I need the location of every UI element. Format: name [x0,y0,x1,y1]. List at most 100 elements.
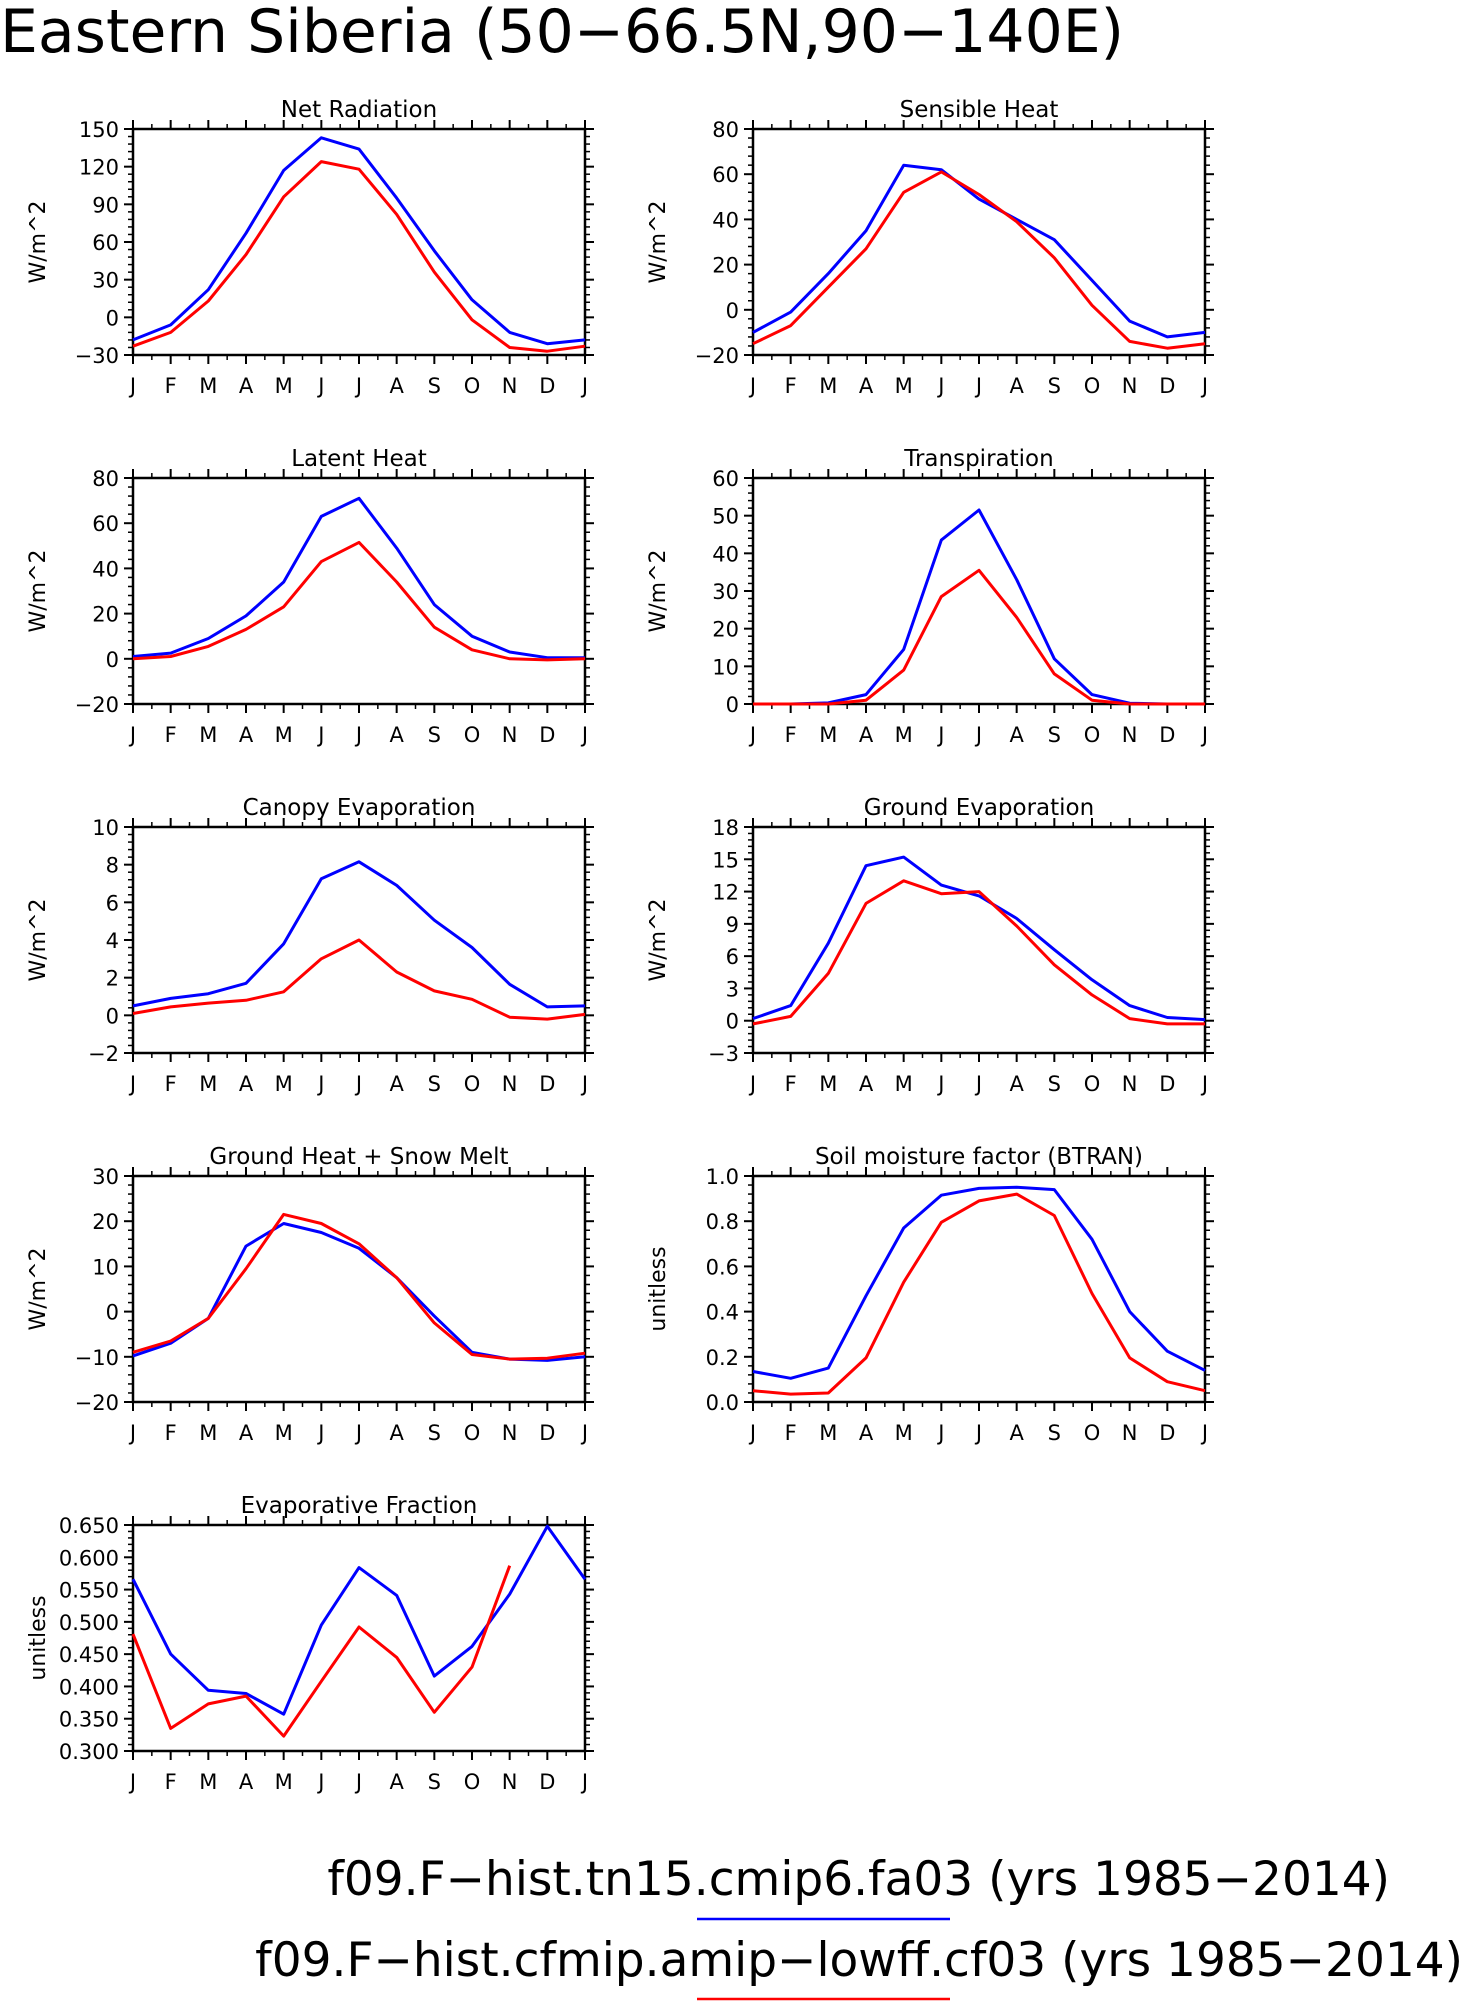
soil-moisture-factor-btran-xtick-label: J [748,1421,756,1445]
sensible-heat-xtick-label: J [1200,374,1208,398]
canopy-evaporation-ytick-label: −2 [88,1042,119,1066]
net-radiation-xtick-label: M [275,374,293,398]
latent-heat-xtick-label: M [275,723,293,747]
canopy-evaporation-series-red-line [132,938,586,1021]
canopy-evaporation-xtick-label: M [275,1072,293,1096]
sensible-heat-xtick-label: M [895,374,913,398]
transpiration-xtick-label: J [974,723,982,747]
evaporative-fraction-xtick-label: D [539,1770,555,1794]
ground-evaporation-ytick-label: 0 [726,1010,739,1034]
net-radiation-xtick-label: M [199,374,217,398]
ground-evaporation-xtick-label: M [819,1072,837,1096]
ground-heat-snow-melt-xtick-label: M [199,1421,217,1445]
legend-label-blue: f09.F−hist.tn15.cmip6.fa03 (yrs 1985−201… [327,1852,1390,1907]
canopy-evaporation-xtick-label: J [354,1072,362,1096]
evaporative-fraction-xtick-label: J [128,1770,136,1794]
canopy-evaporation-xtick-label: J [316,1072,324,1096]
net-radiation-ytick-label: −30 [75,344,119,368]
sensible-heat-xtick-label: J [748,374,756,398]
transpiration-xtick-label: J [936,723,944,747]
net-radiation-xtick-label: J [354,374,362,398]
soil-moisture-factor-btran-xtick-label: M [895,1421,913,1445]
ground-evaporation-ytick-label: 15 [712,848,739,872]
latent-heat-xtick-label: A [239,723,254,747]
evaporative-fraction-ytick-label: 0.450 [59,1643,119,1667]
latent-heat-series-red-line [132,540,586,662]
evaporative-fraction-ytick-label: 0.650 [59,1514,119,1538]
soil-moisture-factor-btran-xtick-label: O [1084,1421,1101,1445]
evaporative-fraction-xtick-label: N [502,1770,518,1794]
ground-heat-snow-melt-xtick-label: M [275,1421,293,1445]
latent-heat-xtick-label: J [316,723,324,747]
canopy-evaporation-xtick-label: S [428,1072,441,1096]
ground-heat-snow-melt-xtick-label: N [502,1421,518,1445]
evaporative-fraction-xtick-label: M [275,1770,293,1794]
transpiration-xtick-label: A [1009,723,1024,747]
net-radiation-xtick-label: A [389,374,404,398]
soil-moisture-factor-btran-ytick-label: 0.2 [706,1346,739,1370]
ground-heat-snow-melt-xtick-label: F [165,1421,177,1445]
transpiration-xtick-label: D [1159,723,1175,747]
latent-heat-xtick-label: J [580,723,588,747]
sensible-heat-xtick-label: M [819,374,837,398]
ground-evaporation-xtick-label: N [1122,1072,1138,1096]
net-radiation-xtick-label: D [539,374,555,398]
canopy-evaporation-ytick-label: 0 [106,1004,119,1028]
sensible-heat-ytick-label: 40 [712,208,739,232]
soil-moisture-factor-btran-xtick-label: A [859,1421,874,1445]
canopy-evaporation-xtick-label: N [502,1072,518,1096]
ground-heat-snow-melt-ylabel: W/m^2 [26,1247,51,1330]
evaporative-fraction-xtick-label: M [199,1770,217,1794]
transpiration-ylabel: W/m^2 [646,549,671,632]
evaporative-fraction-ytick-label: 0.400 [59,1675,119,1699]
ground-evaporation-ytick-label: 12 [712,881,739,905]
canopy-evaporation-ytick-label: 4 [106,929,119,953]
net-radiation-xtick-label: J [316,374,324,398]
sensible-heat-title: Sensible Heat [900,97,1059,123]
net-radiation-xtick-label: O [464,374,481,398]
evaporative-fraction-ytick-label: 0.350 [59,1708,119,1732]
canopy-evaporation-title: Canopy Evaporation [243,795,476,821]
net-radiation-xtick-label: S [428,374,441,398]
sensible-heat-series-red-line [752,170,1206,350]
ground-evaporation-xtick-label: M [895,1072,913,1096]
transpiration-series-red-line [753,568,1205,706]
ground-heat-snow-melt-plot-frame [131,1174,587,1404]
ground-evaporation-xtick-label: O [1084,1072,1101,1096]
panel-evaporative-fraction: 0.300 0.350 0.400 0.450 0.500 0.550 0.600 0.650… [26,1493,594,1794]
canopy-evaporation-xtick-label: A [239,1072,254,1096]
evaporative-fraction-xtick-label: S [428,1770,441,1794]
ground-evaporation-xtick-label: J [936,1072,944,1096]
transpiration-xtick-label: A [859,723,874,747]
net-radiation-plot-frame [131,127,587,357]
transpiration-xtick-label: F [785,723,797,747]
ground-heat-snow-melt-ytick-label: 20 [92,1210,119,1234]
canopy-evaporation-ytick-label: 2 [106,967,119,991]
transpiration-xtick-label: O [1084,723,1101,747]
net-radiation-title: Net Radiation [281,97,437,123]
canopy-evaporation-ytick-label: 10 [92,816,119,840]
evaporative-fraction-ytick-label: 0.300 [59,1740,119,1764]
transpiration-ytick-label: 30 [712,580,739,604]
soil-moisture-factor-btran-xtick-label: S [1048,1421,1061,1445]
net-radiation-xtick-label: J [128,374,136,398]
evaporative-fraction-ylabel: unitless [26,1595,51,1680]
soil-moisture-factor-btran-series-blue-line [752,1185,1206,1380]
soil-moisture-factor-btran-xtick-label: D [1159,1421,1175,1445]
ground-evaporation-ytick-label: 18 [712,816,739,840]
transpiration-xtick-label: M [895,723,913,747]
evaporative-fraction-xtick-label: O [464,1770,481,1794]
latent-heat-xtick-label: J [128,723,136,747]
ground-evaporation-xtick-label: J [974,1072,982,1096]
sensible-heat-ylabel: W/m^2 [646,200,671,283]
canopy-evaporation-xtick-label: F [165,1072,177,1096]
soil-moisture-factor-btran-ytick-label: 0.6 [706,1255,739,1279]
soil-moisture-factor-btran-xtick-label: M [819,1421,837,1445]
canopy-evaporation-xtick-label: O [464,1072,481,1096]
soil-moisture-factor-btran-ytick-label: 1.0 [706,1165,739,1189]
ground-evaporation-ytick-label: 6 [726,945,739,969]
